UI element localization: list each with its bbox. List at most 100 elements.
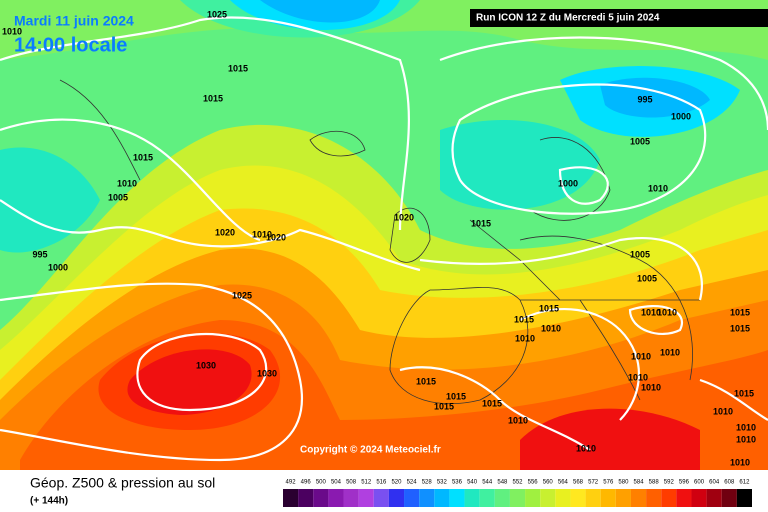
isobar-label: 1010: [576, 443, 596, 453]
legend-label: 608: [724, 480, 735, 486]
legend-swatch: [328, 489, 344, 507]
isobar-label: 1005: [630, 136, 650, 146]
isobar-label: 1015: [482, 398, 502, 408]
legend-swatch: [646, 489, 662, 507]
legend-swatch: [358, 489, 374, 507]
z500-field: [0, 0, 768, 470]
legend-label: 492: [286, 480, 297, 486]
isobar-label: 1010: [713, 406, 733, 416]
isobar-label: 1000: [558, 178, 578, 188]
legend-swatch: [525, 489, 541, 507]
isobar-label: 1010: [2, 26, 22, 36]
legend-swatch: [434, 489, 450, 507]
legend-label: 612: [739, 480, 750, 486]
legend: 492 496 500 504 508 512 516 520 524 528 532 536 540 5…: [283, 480, 752, 507]
isobar-label: 1010: [252, 229, 272, 239]
legend-swatch: [404, 489, 420, 507]
isobar-label: 1015: [446, 391, 466, 401]
isobar-label: 1010: [508, 415, 528, 425]
legend-swatch: [600, 489, 616, 507]
legend-swatch: [494, 489, 510, 507]
legend-swatch: [615, 489, 631, 507]
isobar-label: 1005: [630, 249, 650, 259]
isobar-label: 1020: [394, 212, 414, 222]
legend-label: 588: [649, 480, 660, 486]
legend-swatch: [661, 489, 677, 507]
legend-label: 568: [573, 480, 584, 486]
legend-label: 536: [452, 480, 463, 486]
isobar-label: 1015: [514, 314, 534, 324]
isobar-label: 1010: [117, 178, 137, 188]
isobar-label: 1010: [657, 307, 677, 317]
isobar-label: 1015: [133, 152, 153, 162]
legend-label: 528: [422, 480, 433, 486]
legend-swatch: [570, 489, 586, 507]
isobar-label: 1015: [416, 376, 436, 386]
legend-swatch: [373, 489, 389, 507]
legend-label: 540: [467, 480, 478, 486]
isobar-label: 1015: [434, 401, 454, 411]
legend-swatch: [283, 489, 299, 507]
legend-swatch: [313, 489, 329, 507]
legend-label: 572: [588, 480, 599, 486]
legend-swatch: [449, 489, 465, 507]
isobar-label: 995: [32, 249, 47, 259]
forecast-time: 14:00 locale: [14, 34, 127, 56]
legend-swatch: [343, 489, 359, 507]
isobar-label: 1010: [660, 347, 680, 357]
legend-label: 508: [346, 480, 357, 486]
isobar-label: 1030: [257, 368, 277, 378]
legend-label: 516: [376, 480, 387, 486]
isobar-label: 1015: [471, 218, 491, 228]
isobar-label: 1015: [734, 388, 754, 398]
isobar-label: 1030: [196, 360, 216, 370]
legend-label: 580: [618, 480, 629, 486]
isobar-label: 995: [637, 94, 652, 104]
legend-label: 576: [603, 480, 614, 486]
isobar-label: 1020: [266, 232, 286, 242]
legend-swatch: [298, 489, 314, 507]
legend-label: 584: [634, 480, 645, 486]
isobar-label: 1010: [628, 372, 648, 382]
isobar-label: 1010: [736, 422, 756, 432]
isobar-label: 1015: [730, 323, 750, 333]
legend-swatch: [706, 489, 722, 507]
isobar-label: 1010: [631, 351, 651, 361]
isobar-label: 1010: [515, 333, 535, 343]
legend-swatch: [540, 489, 556, 507]
legend-label: 500: [316, 480, 327, 486]
legend-label: 592: [664, 480, 675, 486]
forecast-date: Mardi 11 juin 2024: [14, 13, 134, 29]
isobar-label: 1025: [232, 290, 252, 300]
isobar-label: 1010: [541, 323, 561, 333]
legend-label: 548: [497, 480, 508, 486]
isobar-label: 1025: [207, 9, 227, 19]
legend-label: 564: [558, 480, 569, 486]
isobar-label: 1005: [637, 273, 657, 283]
isobar-label: 1015: [203, 93, 223, 103]
legend-swatch: [555, 489, 571, 507]
legend-label: 604: [709, 480, 720, 486]
footer-subtitle: (+ 144h): [30, 496, 68, 507]
isobar-label: 1005: [108, 192, 128, 202]
legend-label: 496: [301, 480, 312, 486]
legend-label: 552: [512, 480, 523, 486]
legend-swatch: [509, 489, 526, 507]
legend-label: 520: [391, 480, 402, 486]
legend-swatch: [479, 489, 495, 507]
copyright: Copyright © 2024 Meteociel.fr: [300, 445, 441, 456]
isobar-label: 1015: [730, 307, 750, 317]
isobars: [0, 16, 768, 462]
legend-swatch: [388, 489, 405, 507]
isobar-label: 1010: [736, 434, 756, 444]
legend-swatch: [585, 489, 601, 507]
legend-label: 544: [482, 480, 493, 486]
run-info: Run ICON 12 Z du Mercredi 5 juin 2024: [476, 13, 660, 24]
legend-label: 504: [331, 480, 342, 486]
isobar-label: 1010: [648, 183, 668, 193]
legend-label: 512: [361, 480, 372, 486]
footer-title: Géop. Z500 & pression au sol: [30, 475, 215, 491]
isobar-label: 1010: [641, 382, 661, 392]
